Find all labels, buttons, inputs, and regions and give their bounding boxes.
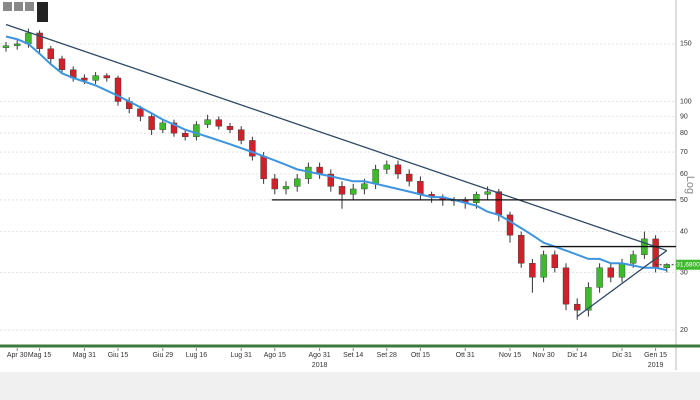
footer-strip <box>0 372 700 400</box>
candle-body <box>551 254 558 268</box>
candle-body <box>473 194 480 203</box>
x-tick-label: Apr 30 <box>7 352 28 359</box>
candle-body <box>170 122 178 134</box>
candle-body <box>193 124 200 137</box>
candle-body <box>417 181 424 195</box>
candle-body <box>495 191 502 216</box>
candle-body <box>383 164 390 170</box>
x-tick-label: Ott 31 <box>456 352 475 359</box>
candle-body <box>372 169 379 185</box>
last-price-box <box>676 259 700 270</box>
candle-body <box>237 129 245 141</box>
candle-body <box>249 140 256 157</box>
candle-body <box>92 75 99 81</box>
trendline <box>5 23 668 252</box>
candle-body <box>652 238 659 268</box>
x-tick-label: Set 28 <box>377 352 397 359</box>
y-tick-label: 20 <box>680 327 688 334</box>
x-tick-label: Ago 15 <box>264 352 286 359</box>
candle-body <box>630 254 637 264</box>
candle-body <box>260 156 267 180</box>
x-tick-label: Dic 14 <box>567 352 587 359</box>
candle-body <box>338 186 346 195</box>
y-tick-label: 150 <box>680 41 692 48</box>
candle-body <box>327 173 334 187</box>
x-tick-label: Nov 15 <box>499 352 521 359</box>
x-tick-label: Giu 15 <box>108 352 129 359</box>
candle-body <box>226 126 234 130</box>
moving-average <box>5 35 668 272</box>
candle-body <box>361 183 368 190</box>
candle-body <box>215 119 223 127</box>
y-tick-label: 70 <box>680 149 688 156</box>
candle-body <box>350 188 357 195</box>
candle-body <box>618 263 626 278</box>
tool-button[interactable] <box>25 2 34 11</box>
candle-body <box>484 191 491 195</box>
candle-body <box>596 267 603 288</box>
x-tick-label: Set 14 <box>343 352 363 359</box>
candle-body <box>181 132 189 137</box>
tool-button[interactable] <box>37 2 48 22</box>
candle-body <box>159 122 167 130</box>
x-tick-label: Dic 31 <box>612 352 632 359</box>
tool-button[interactable] <box>3 2 12 11</box>
candle-body <box>103 75 111 79</box>
candle-body <box>114 77 122 102</box>
x-tick-label: Giu 29 <box>152 352 173 359</box>
candle-body <box>282 186 290 190</box>
candle-body <box>406 173 413 182</box>
x-tick-label: Ago 31 <box>309 352 331 359</box>
year-label: 2018 <box>312 362 328 369</box>
candle-body <box>271 178 278 190</box>
x-tick-label: Lug 16 <box>186 352 208 359</box>
x-tick-label: Gen 15 <box>644 352 667 359</box>
candle-body <box>529 263 536 278</box>
x-tick-label: Lug 31 <box>230 352 252 359</box>
y-tick-label: 50 <box>680 197 688 204</box>
candle-body <box>81 77 88 81</box>
candle-body <box>574 303 581 311</box>
candle-body <box>607 267 614 278</box>
y-tick-label: 60 <box>680 171 688 178</box>
candle-body <box>47 48 54 60</box>
y-tick-label: 90 <box>680 113 688 120</box>
x-tick-label: Mag 15 <box>28 352 51 359</box>
trendline <box>576 250 668 318</box>
candle-body <box>148 116 155 130</box>
candle-body <box>562 267 570 305</box>
y-tick-label: 30 <box>680 269 688 276</box>
x-tick-label: Ott 15 <box>411 352 430 359</box>
candle-body <box>13 43 21 46</box>
candle-body <box>294 178 301 187</box>
candle-body <box>663 264 670 268</box>
candle-body <box>394 164 402 175</box>
candle-body <box>585 287 592 311</box>
candle-body <box>204 119 211 125</box>
y-tick-label: 100 <box>680 98 692 105</box>
x-tick-label: Mag 31 <box>73 352 96 359</box>
last-price-label: 31,6800 <box>676 261 700 268</box>
y-tick-label: 80 <box>680 130 688 137</box>
year-label: 2019 <box>648 362 664 369</box>
y-tick-label: 40 <box>680 228 688 235</box>
axis-label: Log <box>684 176 696 194</box>
x-tick-label: Nov 30 <box>533 352 555 359</box>
candle-body <box>2 45 10 48</box>
candle-body <box>540 254 547 278</box>
candle-body <box>137 108 144 117</box>
toolbar[interactable] <box>3 2 48 22</box>
candle-body <box>36 32 43 49</box>
tool-button[interactable] <box>14 2 23 11</box>
candle-body <box>506 214 514 236</box>
candle-body <box>58 58 66 70</box>
candle-body <box>518 234 525 264</box>
